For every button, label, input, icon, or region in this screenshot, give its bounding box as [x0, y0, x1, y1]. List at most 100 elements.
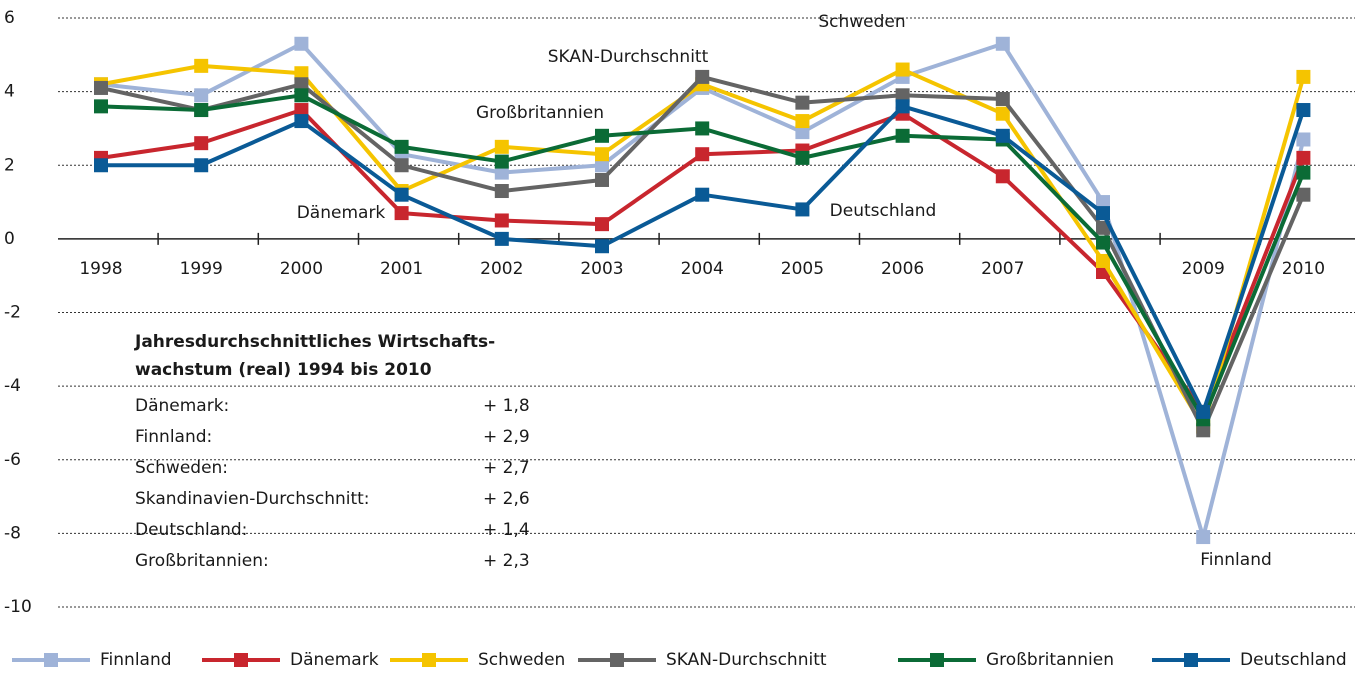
marker: [94, 99, 108, 114]
marker: [294, 77, 309, 92]
marker: [1296, 187, 1311, 202]
y-tick-label: -10: [4, 597, 32, 617]
info-value: + 1,8: [483, 396, 530, 416]
info-value: + 2,6: [483, 489, 530, 509]
marker: [795, 202, 810, 217]
marker: [294, 66, 309, 81]
marker: [995, 106, 1010, 121]
marker: [995, 128, 1010, 143]
marker: [595, 158, 609, 173]
x-tick-label: 1999: [180, 259, 223, 279]
marker: [494, 165, 509, 180]
marker: [94, 158, 108, 173]
info-label: Skandinavien-Durchschnitt:: [135, 489, 370, 509]
legend-marker: [610, 653, 624, 667]
marker: [795, 125, 810, 140]
marker: [795, 150, 810, 165]
annotation: Deutschland: [830, 201, 937, 221]
y-tick-label: 4: [4, 82, 15, 102]
y-tick-label: -8: [4, 523, 21, 543]
marker: [394, 139, 409, 154]
marker: [294, 88, 309, 103]
marker: [1296, 150, 1311, 165]
x-tick-label: 2003: [580, 259, 623, 279]
info-label: Großbritannien:: [135, 551, 269, 571]
marker: [394, 206, 409, 221]
marker: [294, 103, 309, 118]
marker: [1096, 195, 1110, 210]
info-title: Jahresdurchschnittliches Wirtschafts-: [134, 332, 495, 352]
x-tick-label: 2009: [1182, 259, 1225, 279]
info-title: wachstum (real) 1994 bis 2010: [135, 360, 432, 380]
annotation: Schweden: [818, 12, 905, 32]
y-tick-label: -2: [4, 303, 21, 323]
marker: [1096, 253, 1110, 268]
marker: [1196, 423, 1211, 438]
marker: [194, 158, 209, 173]
marker: [1196, 404, 1211, 419]
marker: [494, 184, 509, 199]
marker: [1296, 132, 1311, 147]
info-label: Dänemark:: [135, 396, 229, 416]
info-value: + 2,9: [483, 427, 530, 447]
x-tick-label: 2004: [681, 259, 724, 279]
marker: [695, 187, 710, 202]
marker: [94, 80, 108, 95]
marker: [695, 147, 710, 162]
marker: [995, 36, 1010, 51]
info-value: + 2,7: [483, 458, 530, 478]
x-tick-label: 2000: [280, 259, 323, 279]
marker: [494, 139, 509, 154]
marker: [595, 147, 609, 162]
x-tick-label: 1998: [79, 259, 122, 279]
marker: [895, 62, 910, 77]
annotation: SKAN-Durchschnitt: [548, 47, 709, 67]
marker: [1296, 165, 1311, 180]
legend-label: Deutschland: [1240, 650, 1347, 670]
annotation: Dänemark: [297, 203, 386, 223]
marker: [194, 103, 209, 118]
marker: [494, 231, 509, 246]
legend-label: Dänemark: [290, 650, 379, 670]
x-tick-label: 2010: [1282, 259, 1325, 279]
x-tick-label: 2001: [380, 259, 423, 279]
annotation: Finnland: [1200, 550, 1272, 570]
marker: [1296, 103, 1311, 118]
info-value: + 2,3: [483, 551, 530, 571]
info-label: Finnland:: [135, 427, 212, 447]
marker: [595, 239, 609, 254]
y-tick-label: 2: [4, 155, 15, 175]
marker: [394, 158, 409, 173]
y-tick-label: 6: [4, 8, 15, 28]
y-tick-label: -4: [4, 376, 21, 396]
marker: [695, 69, 710, 84]
y-tick-label: 0: [4, 229, 15, 249]
marker: [394, 187, 409, 202]
y-tick-label: -6: [4, 450, 21, 470]
legend-label: Schweden: [478, 650, 565, 670]
info-label: Schweden:: [135, 458, 228, 478]
marker: [895, 88, 910, 103]
marker: [595, 172, 609, 187]
marker: [294, 36, 309, 51]
info-value: + 1,4: [483, 520, 530, 540]
legend-marker: [422, 653, 436, 667]
marker: [1296, 69, 1311, 84]
marker: [1096, 206, 1110, 221]
marker: [494, 213, 509, 228]
x-tick-label: 2005: [781, 259, 824, 279]
legend-label: SKAN-Durchschnitt: [666, 650, 827, 670]
marker: [995, 91, 1010, 106]
marker: [795, 95, 810, 110]
marker: [695, 121, 710, 136]
x-tick-label: 2002: [480, 259, 523, 279]
marker: [194, 58, 209, 73]
x-tick-label: 2007: [981, 259, 1024, 279]
info-label: Deutschland:: [135, 520, 247, 540]
marker: [194, 136, 209, 151]
marker: [595, 217, 609, 232]
marker: [895, 99, 910, 114]
legend-label: Finnland: [100, 650, 172, 670]
legend-marker: [1184, 653, 1198, 667]
